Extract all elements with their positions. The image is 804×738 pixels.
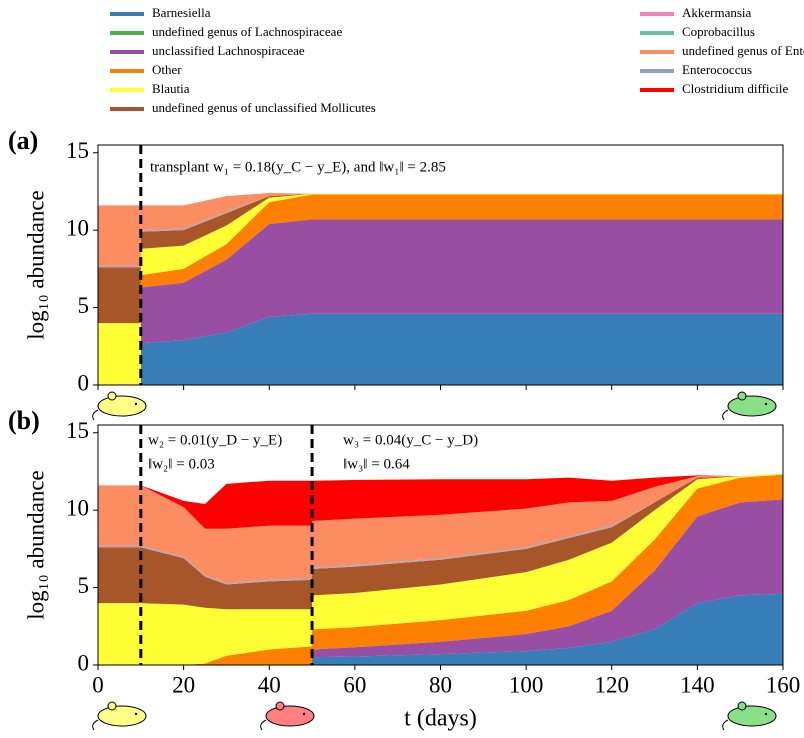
y-tick-label: 15: [66, 138, 89, 163]
legend-label: Other: [152, 62, 182, 77]
y-axis-label: log₁₀ abundance: [23, 190, 48, 340]
annotation: w₃ = 0.04(y_C − y_D): [343, 432, 478, 448]
y-tick-label: 5: [78, 293, 90, 318]
y-tick-label: 0: [78, 370, 90, 395]
y-tick-label: 0: [78, 650, 90, 675]
x-tick-label: 0: [92, 672, 104, 697]
x-axis-label: t (days): [404, 706, 477, 732]
x-tick-label: 20: [172, 672, 195, 697]
legend-label: Akkermansia: [682, 5, 752, 20]
legend-label: undefined genus of unclassified Mollicut…: [152, 100, 376, 115]
x-tick-label: 160: [766, 672, 801, 697]
legend-label: Barnesiella: [152, 5, 211, 20]
mouse-icon: [261, 702, 314, 730]
panel-label: (b): [8, 406, 40, 435]
mouse-icon: [93, 392, 146, 420]
legend-label: Clostridium difficile: [682, 81, 789, 96]
y-tick-label: 15: [66, 418, 89, 443]
panel-label: (a): [8, 126, 38, 155]
legend-label: unclassified Lachnospiraceae: [152, 43, 305, 58]
x-tick-label: 140: [680, 672, 715, 697]
x-tick-label: 60: [343, 672, 366, 697]
annotation: ‖w₂‖ = 0.03: [148, 456, 215, 472]
y-tick-label: 5: [78, 573, 90, 598]
mouse-icon: [723, 702, 776, 730]
y-tick-label: 10: [66, 495, 89, 520]
x-tick-label: 120: [595, 672, 630, 697]
legend-label: undefined genus of Lachnospiraceae: [152, 24, 342, 39]
legend-label: Enterococcus: [682, 62, 752, 77]
panel: 0 5 10 15 (a) log₁₀ abundance transplant w₁ = …: [8, 126, 783, 395]
x-tick-label: 40: [258, 672, 281, 697]
annotation: ‖w₃‖ = 0.64: [343, 456, 410, 472]
x-tick-label: 100: [509, 672, 544, 697]
y-tick-label: 10: [66, 215, 89, 240]
legend-label: Coprobacillus: [682, 24, 755, 39]
mouse-icon: [93, 702, 146, 730]
annotation: transplant w₁ = 0.18(y_C − y_E), and ‖w₁…: [150, 159, 446, 175]
annotation: w₂ = 0.01(y_D − y_E): [148, 432, 282, 448]
legend-label: Blautia: [152, 81, 190, 96]
figure: Barnesiella undefined genus of Lachnospir…: [0, 0, 804, 738]
panel: 0 5 10 15 0 20 40 60 80 100 120 140 160 (b) log₁₀ abun…: [8, 406, 800, 732]
legend-label: undefined genus of Enterobacteriaceae: [682, 43, 804, 58]
x-tick-label: 80: [429, 672, 452, 697]
mouse-icon: [723, 392, 776, 420]
y-axis-label: log₁₀ abundance: [23, 470, 48, 620]
